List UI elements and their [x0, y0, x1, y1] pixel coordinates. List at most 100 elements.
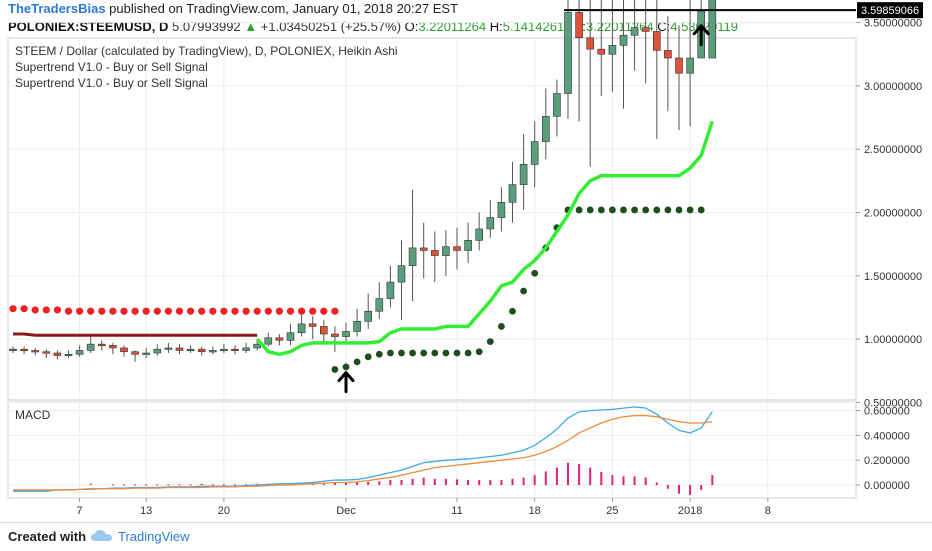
candle-down: [53, 352, 62, 356]
candle-down: [308, 323, 317, 327]
candle-down: [20, 348, 28, 352]
buy-supertrend-dot: [531, 269, 539, 277]
macd-histogram-bar: [500, 480, 503, 485]
candle-down: [419, 247, 428, 251]
legend-indicator-1: Supertrend V1.0 - Buy or Sell Signal: [15, 60, 208, 74]
buy-supertrend-dot: [375, 350, 383, 358]
candle-down: [175, 347, 184, 351]
macd-histogram-bar: [666, 485, 669, 489]
sell-supertrend-dot: [198, 307, 206, 315]
macd-histogram-bar: [589, 467, 592, 485]
macd-histogram-bar: [567, 462, 569, 485]
sell-supertrend-dot: [275, 307, 283, 315]
candle-down: [231, 348, 239, 352]
candle-down: [675, 57, 683, 74]
sell-supertrend-dot: [53, 306, 62, 314]
sell-supertrend-dot: [31, 306, 39, 314]
macd-histogram-bar: [444, 478, 447, 485]
candle-up: [708, 0, 717, 59]
sell-supertrend-dot: [142, 307, 150, 315]
candle-up: [75, 350, 84, 355]
candle-up: [253, 343, 261, 349]
sell-supertrend-dot: [220, 307, 228, 315]
candle-up: [519, 164, 528, 185]
buy-supertrend-dot: [609, 206, 616, 214]
macd-histogram-bar: [711, 475, 714, 485]
buy-supertrend-dot: [631, 206, 638, 214]
sell-supertrend-dot: [286, 307, 295, 315]
macd-histogram-bar: [356, 482, 359, 485]
buy-supertrend-dot: [442, 349, 450, 357]
candle-up: [408, 247, 417, 266]
macd-histogram-bar: [234, 484, 236, 486]
sell-supertrend-dot: [87, 307, 95, 315]
macd-histogram-bar: [644, 477, 647, 485]
sell-supertrend-dot: [209, 307, 217, 315]
candle-up: [86, 343, 95, 351]
macd-line: [13, 406, 713, 492]
candle-up: [553, 93, 561, 117]
legend-title: STEEM / Dollar (calculated by TradingVie…: [15, 44, 398, 58]
sell-supertrend-dot: [98, 307, 106, 315]
macd-label: MACD: [15, 408, 51, 422]
buy-supertrend-dot: [387, 349, 394, 357]
macd-histogram-bar: [200, 483, 203, 485]
candle-up: [397, 265, 406, 283]
macd-y-tick-label: 0.400000: [864, 430, 910, 442]
candle-down: [319, 326, 328, 335]
buy-supertrend-dot: [353, 358, 361, 366]
candle-down: [42, 351, 51, 354]
sell-supertrend-dot: [175, 307, 184, 315]
macd-histogram-bar: [611, 475, 614, 485]
macd-histogram-bar: [89, 483, 92, 485]
candle-up: [297, 323, 306, 334]
buy-supertrend-dot: [642, 206, 650, 214]
candle-up: [619, 34, 628, 46]
candle-up: [209, 350, 217, 353]
macd-histogram-bar: [167, 484, 170, 486]
price-chart-svg[interactable]: 71320Dec111825201885.500000005.000000004…: [0, 0, 932, 522]
created-with-text: Created with: [8, 529, 87, 544]
macd-histogram-bar: [134, 484, 137, 486]
published-text: published on TradingView.com, January 01…: [109, 1, 458, 16]
price-y-tick-label: 3.50000000: [864, 18, 922, 30]
candle-down: [652, 31, 661, 51]
macd-histogram-bar: [511, 478, 514, 485]
buy-supertrend-dot: [464, 349, 472, 357]
candle-up: [475, 228, 484, 241]
price-y-tick-label: 2.00000000: [864, 207, 922, 219]
x-tick-label: Dec: [336, 505, 356, 517]
candle-down: [31, 350, 40, 353]
sell-supertrend-dot: [264, 307, 272, 315]
macd-histogram-bar: [367, 481, 370, 485]
macd-histogram-bar: [533, 475, 536, 485]
x-tick-label: 2018: [678, 505, 702, 517]
sell-supertrend-dot: [187, 307, 195, 315]
buy-supertrend-dot: [664, 206, 672, 214]
candle-down: [641, 27, 650, 32]
macd-histogram-bar: [378, 481, 381, 485]
macd-histogram-bar: [600, 471, 603, 485]
macd-histogram-bar: [222, 484, 225, 486]
buy-supertrend-dot: [620, 206, 627, 214]
price-label-box: [857, 2, 923, 19]
tradingview-brand[interactable]: TradingView: [118, 529, 190, 544]
supertrend-green-line: [255, 120, 714, 357]
x-tick-label: 18: [529, 505, 541, 517]
buy-supertrend-dot: [342, 363, 350, 371]
candle-up: [353, 321, 361, 332]
author-link[interactable]: TheTradersBias: [8, 1, 106, 16]
macd-y-tick-label: 0.200000: [864, 455, 910, 467]
sell-supertrend-dot: [64, 307, 73, 315]
macd-pane-frame: [7, 401, 857, 499]
sell-supertrend-dot: [309, 307, 317, 315]
macd-histogram-bar: [655, 482, 658, 485]
macd-histogram-bar: [123, 484, 125, 486]
sell-supertrend-dot: [331, 307, 339, 315]
candle-up: [530, 141, 539, 165]
macd-histogram-bar: [245, 484, 248, 486]
macd-histogram-bar: [400, 480, 403, 485]
candle-up: [142, 352, 150, 355]
candle-down: [109, 345, 117, 349]
